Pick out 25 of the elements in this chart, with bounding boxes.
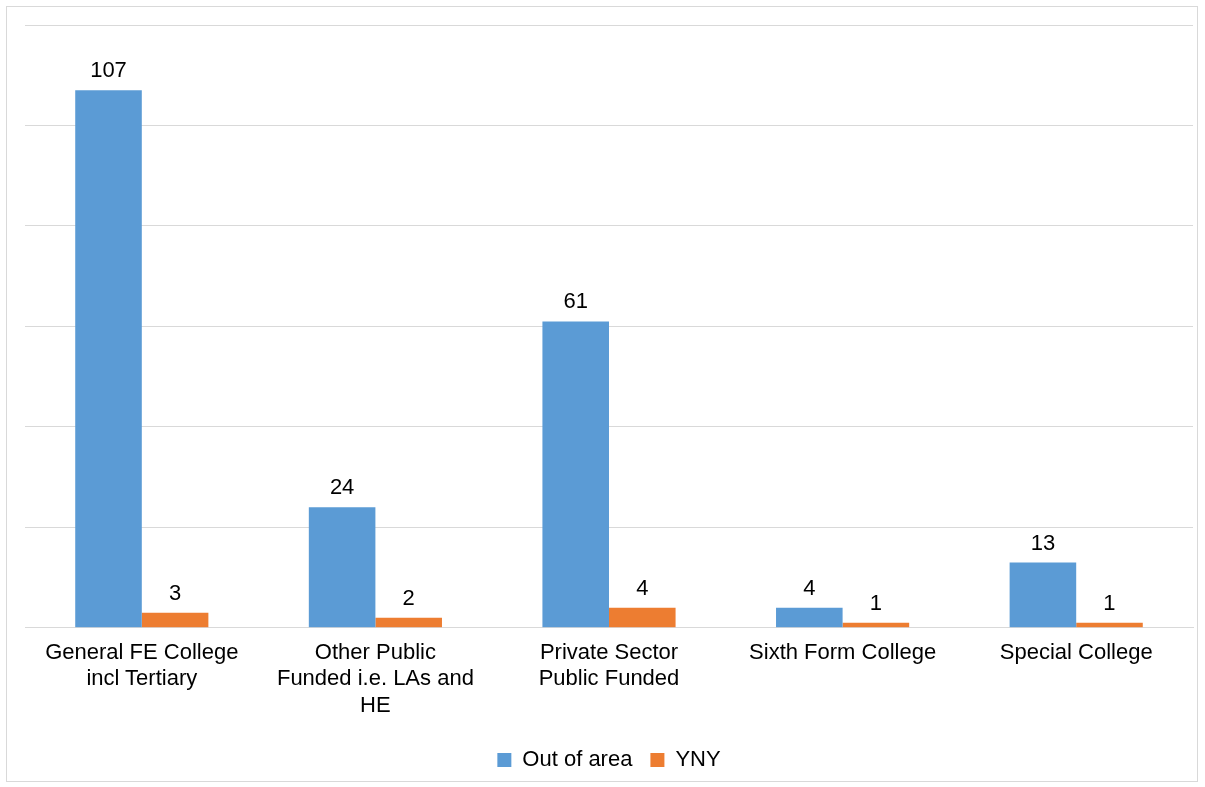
bar	[1009, 562, 1077, 628]
bar	[609, 607, 676, 628]
data-label: 4	[803, 574, 816, 600]
data-label: 107	[90, 57, 127, 83]
legend-label: Out of area	[522, 746, 634, 772]
data-label: 3	[168, 579, 182, 605]
data-label: 4	[636, 574, 649, 600]
data-label: 1	[1103, 589, 1116, 615]
x-tick-label: Special College	[999, 639, 1153, 665]
x-tick-label: Sixth Form College	[749, 639, 937, 665]
bar	[141, 612, 209, 628]
bar	[542, 321, 609, 628]
legend-label: YNY	[675, 746, 721, 772]
data-label: 61	[563, 288, 588, 314]
x-tick-label: Other Public Funded i.e. LAs and HE	[276, 639, 474, 717]
x-tick-label: General FE College incl Tertiary	[45, 639, 239, 691]
bar	[308, 507, 376, 628]
x-tick-label: Private Sector Public Funded	[538, 639, 680, 691]
data-label: 13	[1030, 529, 1056, 555]
data-label: 24	[329, 474, 355, 500]
data-label: 2	[402, 584, 415, 610]
data-label: 1	[869, 589, 883, 615]
bar	[375, 617, 442, 628]
bar	[75, 90, 142, 628]
bar	[776, 607, 843, 628]
